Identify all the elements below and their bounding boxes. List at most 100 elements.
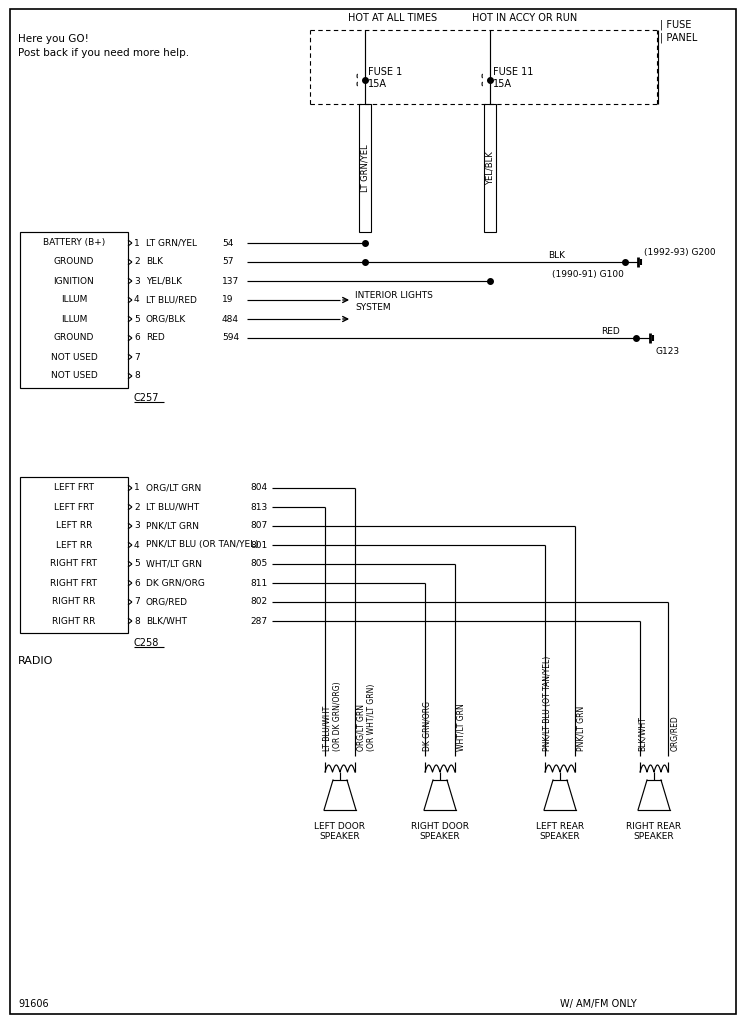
Text: BATTERY (B+): BATTERY (B+): [43, 239, 105, 248]
Text: ILLUM: ILLUM: [61, 314, 87, 324]
Text: YEL/BLK: YEL/BLK: [486, 152, 495, 185]
Text: 802: 802: [250, 597, 267, 606]
Text: 7: 7: [134, 352, 140, 361]
Bar: [359, 104, 371, 232]
Text: LEFT RR: LEFT RR: [56, 521, 93, 530]
Text: 2: 2: [134, 257, 140, 266]
Text: W/ AM/FM ONLY: W/ AM/FM ONLY: [560, 999, 637, 1009]
Text: IGNITION: IGNITION: [54, 276, 95, 286]
Text: GROUND: GROUND: [54, 257, 94, 266]
Text: 54: 54: [222, 239, 233, 248]
Text: (1992-93) G200: (1992-93) G200: [644, 248, 715, 256]
Text: 3: 3: [134, 276, 140, 286]
Text: RIGHT DOOR
SPEAKER: RIGHT DOOR SPEAKER: [411, 822, 469, 842]
Text: 5: 5: [134, 559, 140, 568]
Text: PNK/LT GRN: PNK/LT GRN: [146, 521, 199, 530]
Text: LEFT RR: LEFT RR: [56, 541, 93, 550]
Text: C257: C257: [134, 393, 160, 403]
Text: LT GRN/YEL: LT GRN/YEL: [360, 144, 369, 191]
Text: HOT IN ACCY OR RUN: HOT IN ACCY OR RUN: [472, 13, 577, 23]
Text: 6: 6: [134, 579, 140, 588]
Text: ORG/RED: ORG/RED: [670, 715, 679, 751]
Text: PNK/LT BLU (OT TAN/YEL): PNK/LT BLU (OT TAN/YEL): [543, 655, 552, 751]
Text: 91606: 91606: [18, 999, 48, 1009]
Bar: [20, 232, 128, 388]
Text: RED: RED: [146, 334, 165, 342]
Text: YEL/BLK: YEL/BLK: [146, 276, 182, 286]
Text: LEFT FRT: LEFT FRT: [54, 483, 94, 493]
Text: LEFT DOOR
SPEAKER: LEFT DOOR SPEAKER: [315, 822, 366, 842]
Text: GROUND: GROUND: [54, 334, 94, 342]
Text: 805: 805: [250, 559, 267, 568]
Text: 6: 6: [134, 334, 140, 342]
Text: 287: 287: [250, 616, 267, 626]
Bar: [484, 104, 496, 232]
Text: Here you GO!: Here you GO!: [18, 34, 89, 44]
Text: 2: 2: [134, 503, 140, 512]
Text: 137: 137: [222, 276, 239, 286]
Text: 15A: 15A: [368, 79, 387, 89]
Text: 8: 8: [134, 616, 140, 626]
Text: 8: 8: [134, 372, 140, 381]
Text: 1: 1: [134, 239, 140, 248]
Text: 594: 594: [222, 334, 239, 342]
Text: FUSE 11: FUSE 11: [493, 67, 533, 77]
Text: LEFT REAR
SPEAKER: LEFT REAR SPEAKER: [536, 822, 584, 842]
Text: 5: 5: [134, 314, 140, 324]
Text: DK GRN/ORG: DK GRN/ORG: [423, 701, 432, 751]
Text: | PANEL: | PANEL: [660, 33, 698, 43]
Text: RIGHT REAR
SPEAKER: RIGHT REAR SPEAKER: [627, 822, 682, 842]
Text: 804: 804: [250, 483, 267, 493]
Text: NOT USED: NOT USED: [51, 372, 98, 381]
Text: RIGHT FRT: RIGHT FRT: [51, 559, 98, 568]
Text: BLK/WHT: BLK/WHT: [146, 616, 187, 626]
Text: NOT USED: NOT USED: [51, 352, 98, 361]
Text: G123: G123: [656, 346, 680, 355]
Text: ILLUM: ILLUM: [61, 296, 87, 304]
Text: PNK/LT GRN: PNK/LT GRN: [577, 706, 586, 751]
Text: 4: 4: [134, 296, 140, 304]
Text: BLK/WHT: BLK/WHT: [638, 716, 647, 751]
Text: 484: 484: [222, 314, 239, 324]
Text: 57: 57: [222, 257, 233, 266]
Text: 7: 7: [134, 597, 140, 606]
Text: PNK/LT BLU (OR TAN/YEL): PNK/LT BLU (OR TAN/YEL): [146, 541, 259, 550]
Text: ORG/BLK: ORG/BLK: [146, 314, 186, 324]
Text: 813: 813: [250, 503, 267, 512]
Text: RADIO: RADIO: [18, 656, 54, 666]
Text: Post back if you need more help.: Post back if you need more help.: [18, 48, 189, 58]
Text: 1: 1: [134, 483, 140, 493]
Text: LT BLU/WHT: LT BLU/WHT: [146, 503, 199, 512]
Text: 801: 801: [250, 541, 267, 550]
Text: LT BLU/WHT
(OR DK GRN/ORG): LT BLU/WHT (OR DK GRN/ORG): [323, 681, 342, 751]
Text: HOT AT ALL TIMES: HOT AT ALL TIMES: [348, 13, 437, 23]
Text: WHT/LT GRN: WHT/LT GRN: [457, 703, 466, 751]
Text: INTERIOR LIGHTS: INTERIOR LIGHTS: [355, 291, 433, 299]
Text: LT BLU/RED: LT BLU/RED: [146, 296, 197, 304]
Text: BLK: BLK: [146, 257, 163, 266]
Text: DK GRN/ORG: DK GRN/ORG: [146, 579, 205, 588]
Text: 811: 811: [250, 579, 267, 588]
Text: RIGHT RR: RIGHT RR: [52, 597, 95, 606]
Text: 3: 3: [134, 521, 140, 530]
Text: (1990-91) G100: (1990-91) G100: [552, 270, 624, 280]
Text: ORG/RED: ORG/RED: [146, 597, 188, 606]
Text: 807: 807: [250, 521, 267, 530]
Text: RED: RED: [601, 328, 620, 337]
Text: 15A: 15A: [493, 79, 512, 89]
Text: RIGHT FRT: RIGHT FRT: [51, 579, 98, 588]
Text: LT GRN/YEL: LT GRN/YEL: [146, 239, 197, 248]
Text: ORG/LT GRN
(OR WHT/LT GRN): ORG/LT GRN (OR WHT/LT GRN): [357, 684, 377, 751]
Text: | FUSE: | FUSE: [660, 19, 692, 31]
Text: ORG/LT GRN: ORG/LT GRN: [146, 483, 201, 493]
Text: LEFT FRT: LEFT FRT: [54, 503, 94, 512]
Bar: [20, 477, 128, 633]
Text: FUSE 1: FUSE 1: [368, 67, 402, 77]
Text: RIGHT RR: RIGHT RR: [52, 616, 95, 626]
Text: WHT/LT GRN: WHT/LT GRN: [146, 559, 202, 568]
Text: 4: 4: [134, 541, 140, 550]
Text: 19: 19: [222, 296, 233, 304]
Text: SYSTEM: SYSTEM: [355, 302, 391, 311]
Text: BLK: BLK: [548, 252, 565, 260]
Text: C258: C258: [134, 638, 160, 648]
